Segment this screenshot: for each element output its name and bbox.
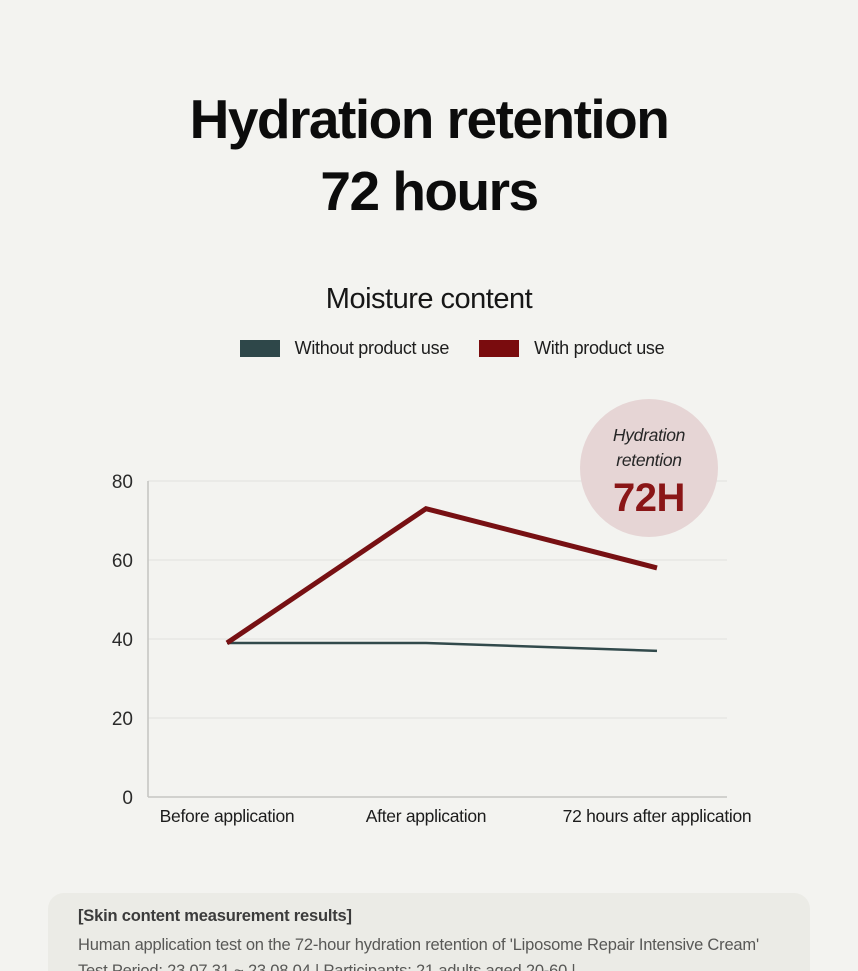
y-tick-label: 40: [112, 630, 133, 651]
legend-swatch-without-product: [239, 340, 280, 357]
x-axis-label: 72 hours after application: [563, 806, 752, 826]
badge-caption-line2: retention: [616, 450, 682, 471]
legend-label: With product use: [534, 338, 665, 358]
x-axis-label: Before application: [160, 806, 295, 826]
badge-caption: Hydration retention: [580, 423, 718, 474]
footnote-heading: [Skin content measurement results]: [78, 907, 352, 925]
y-tick-label: 80: [112, 472, 133, 493]
footnote-line1: Human application test on the 72-hour hy…: [78, 935, 759, 954]
page-title: Hydration retention 72 hours: [0, 84, 858, 227]
footnote-line2: Test Period: 23.07.31 ~ 23.08.04 | Parti…: [78, 961, 780, 971]
y-tick-label: 20: [112, 709, 133, 730]
hydration-72h-badge: Hydration retention 72H: [580, 399, 718, 537]
x-axis-label: After application: [366, 806, 486, 826]
legend-swatch-with-product: [479, 340, 520, 357]
badge-caption-line1: Hydration: [612, 425, 686, 445]
page-title-line2: 72 hours: [320, 159, 539, 222]
legend-item-without-product: Without product use: [239, 338, 450, 359]
legend-label: Without product use: [294, 338, 450, 358]
y-tick-label: 60: [112, 551, 133, 572]
footnote-box: [Skin content measurement results] Human…: [48, 893, 810, 971]
page-title-line1: Hydration retention: [189, 88, 670, 150]
chart-legend: Without product use With product use: [0, 338, 858, 359]
chart-title: Moisture content: [325, 283, 533, 315]
moisture-line-chart: 0 20 40 60 80 Before application After applica…: [112, 472, 752, 826]
series-line-with-product-use: [225, 505, 658, 646]
y-tick-label: 0: [122, 788, 133, 809]
badge-value: 72H: [613, 475, 685, 520]
series-line-without-product-use: [227, 641, 658, 653]
legend-item-with-product: With product use: [479, 338, 665, 359]
